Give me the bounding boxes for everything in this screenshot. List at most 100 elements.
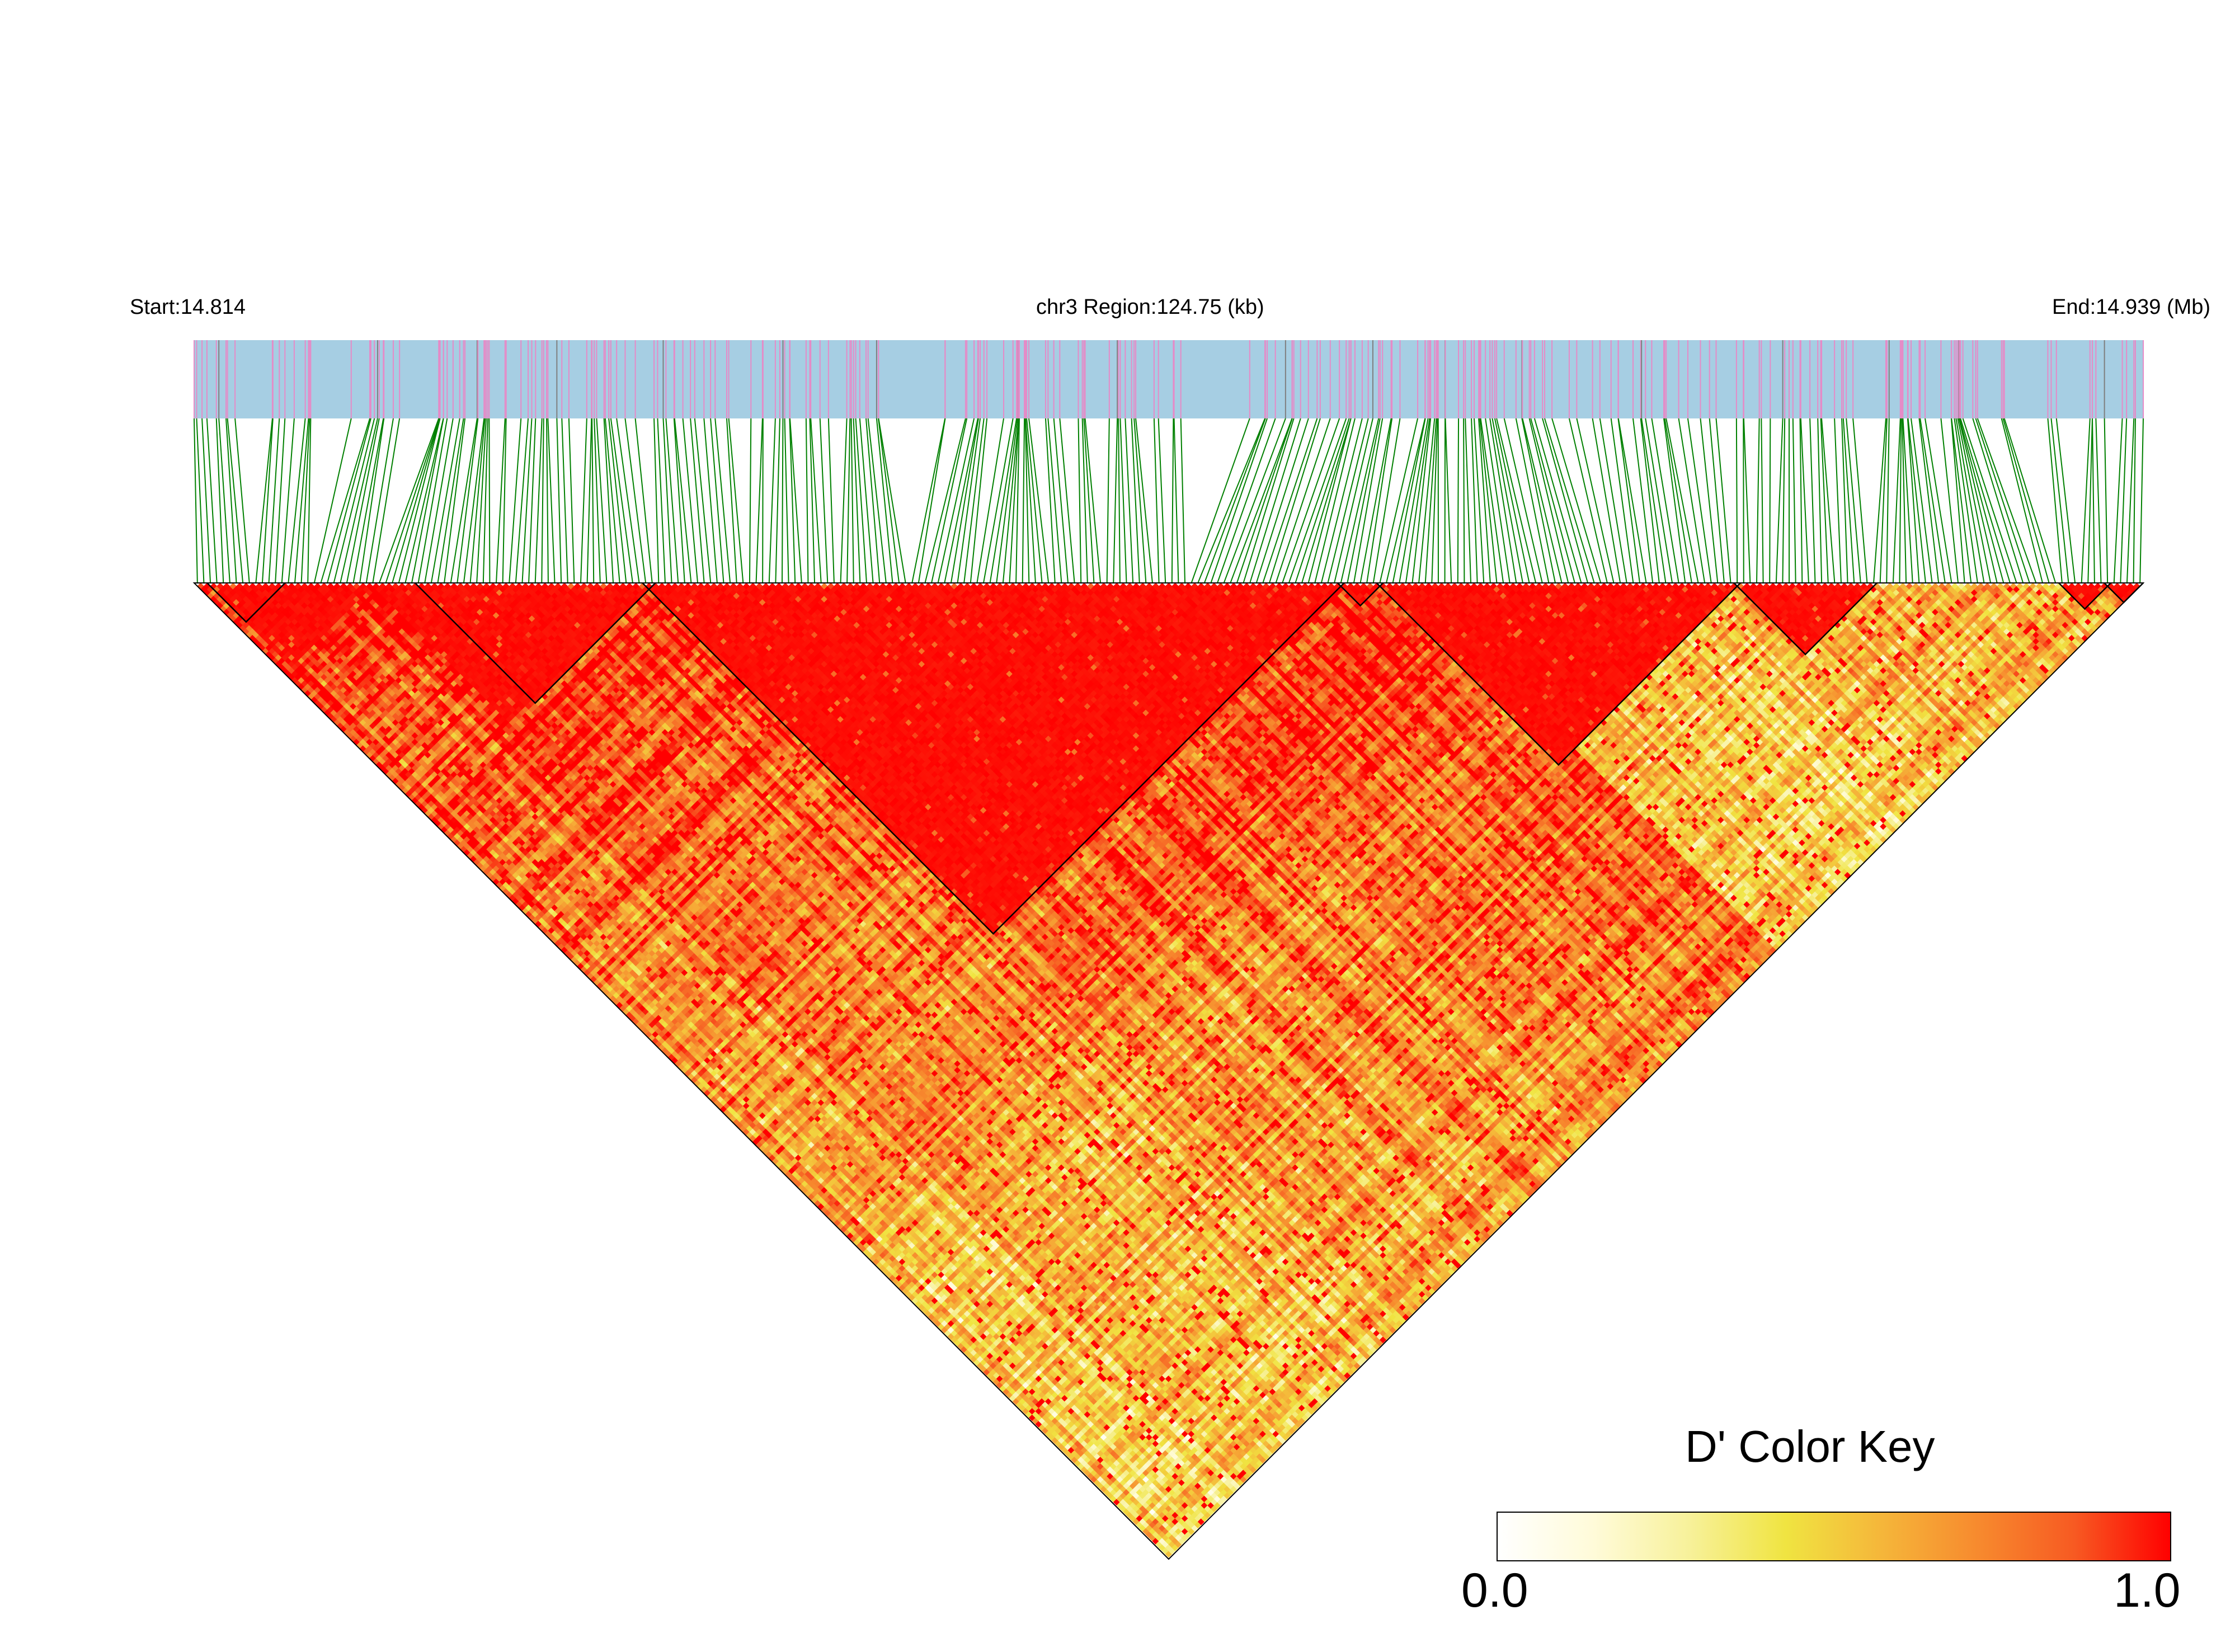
snp-connector [2005, 418, 2056, 583]
snp-connector [769, 418, 775, 583]
snp-connector [431, 418, 460, 583]
snp-connector [373, 418, 399, 583]
snp-connector [1744, 418, 1750, 583]
snp-connector [878, 418, 899, 583]
snp-connector [529, 418, 535, 583]
snp-connector [516, 418, 528, 583]
snp-connector [1665, 418, 1692, 583]
snp-connector [547, 418, 548, 583]
snp-connector [683, 418, 698, 583]
snp-connector [1172, 418, 1174, 583]
snp-connector [750, 418, 751, 583]
snp-connector [2134, 418, 2135, 583]
snp-connector [1118, 418, 1120, 583]
snp-connector [1244, 418, 1294, 583]
snp-connector [235, 418, 250, 583]
snp-connector [386, 418, 440, 583]
snp-connector [1250, 418, 1301, 583]
snp-connector [1822, 418, 1834, 583]
snp-connector [522, 418, 531, 583]
snp-connector [2127, 418, 2134, 583]
snp-connector [457, 418, 478, 583]
snp-connector [1192, 418, 1250, 583]
snp-connector [1497, 418, 1536, 583]
snp-connector [569, 418, 575, 583]
snp-connector [990, 418, 1017, 583]
snp-connector [782, 418, 783, 583]
snp-connector [877, 418, 893, 583]
snp-connector [851, 418, 854, 583]
snp-connector [1113, 418, 1117, 583]
snp-connector [1793, 418, 1796, 583]
snp-connector [1893, 418, 1900, 583]
snp-connector [1465, 418, 1471, 583]
snp-connector [1445, 418, 1451, 583]
snp-connector [1078, 418, 1081, 583]
snp-connector [1492, 418, 1522, 583]
snp-connector [912, 418, 945, 583]
snp-connector [1174, 418, 1179, 583]
snp-connector [1347, 418, 1380, 583]
snp-connector [919, 418, 945, 583]
snp-connector [636, 418, 652, 583]
snp-connector [1309, 418, 1351, 583]
snp-connector [1154, 418, 1159, 583]
snp-connector [1354, 418, 1382, 583]
snp-connector [785, 418, 789, 583]
snp-connector [1716, 418, 1731, 583]
snp-connector [1386, 418, 1425, 583]
snp-connector [562, 418, 567, 583]
snp-connector [1471, 418, 1478, 583]
snp-connector [1315, 418, 1355, 583]
snp-connector [1810, 418, 1815, 583]
snp-connector [1328, 418, 1368, 583]
snp-connector [1504, 418, 1542, 583]
snp-connector [704, 418, 717, 583]
snp-connector [1757, 418, 1759, 583]
snp-connectors [194, 418, 2143, 583]
snp-connector [775, 418, 780, 583]
snp-connector [1908, 418, 1919, 583]
snp-connector [729, 418, 744, 583]
snp-connector [1545, 418, 1594, 583]
snp-connector [1321, 418, 1362, 583]
snp-connector [820, 418, 828, 583]
snp-connector [789, 418, 795, 583]
snp-connector [379, 418, 439, 583]
snp-connector [1269, 418, 1320, 583]
snp-connector [1535, 418, 1582, 583]
snp-connector [1818, 418, 1822, 583]
snp-connector [1959, 418, 1997, 583]
snp-connector [1029, 418, 1048, 583]
snp-connector [327, 418, 371, 583]
snp-connector [1181, 418, 1185, 583]
snp-connector [756, 418, 763, 583]
snp-connector [1211, 418, 1267, 583]
snp-connector [1782, 418, 1785, 583]
snp-connector [1023, 418, 1024, 583]
snp-connector [2140, 418, 2143, 583]
snp-connector [535, 418, 542, 583]
snp-connector [1341, 418, 1378, 583]
snp-connector [219, 418, 230, 583]
snp-connector [654, 418, 658, 583]
snp-connector [2003, 418, 2049, 583]
snp-connector [1853, 418, 1867, 583]
snp-connector [806, 418, 808, 583]
snp-connector [1159, 418, 1166, 583]
snp-connector [1552, 418, 1601, 583]
snp-connector [1120, 418, 1126, 583]
snp-connector [557, 418, 561, 583]
snp-connector [984, 418, 1013, 583]
snp-connector [829, 418, 834, 583]
snp-connector [1920, 418, 1945, 583]
snp-connector [438, 418, 464, 583]
snp-connector [2105, 418, 2107, 583]
snp-connector [592, 418, 594, 583]
snp-connector [1217, 418, 1276, 583]
snp-connector [1710, 418, 1724, 583]
snp-connector [1700, 418, 1718, 583]
snp-connector [2096, 418, 2101, 583]
snp-connector [878, 418, 905, 583]
